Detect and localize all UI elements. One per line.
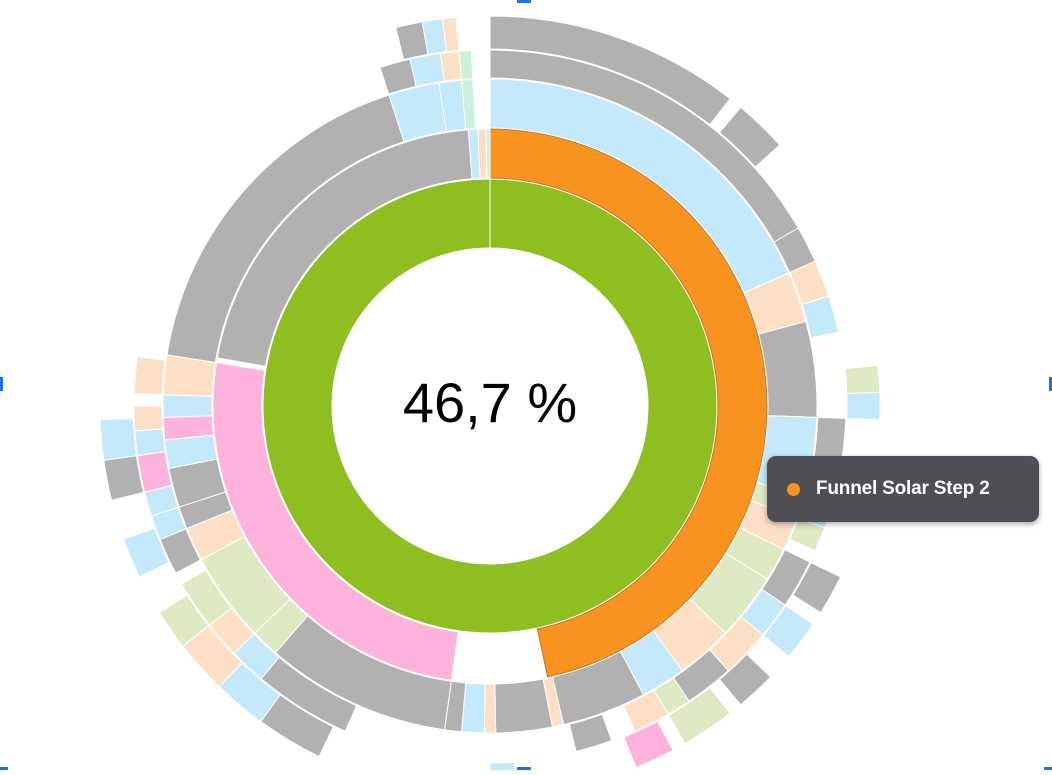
series-color-dot <box>787 483 800 496</box>
sunburst-ring5-segment-8[interactable] <box>623 720 674 769</box>
sunburst-ring4-segment-12[interactable] <box>622 689 669 732</box>
sunburst-ring3-segment-24[interactable] <box>162 394 213 418</box>
sunburst-segment-funnel-solar-step-2[interactable] <box>489 128 768 678</box>
sunburst-ring5-segment-6[interactable] <box>718 653 772 706</box>
sunburst-ring5-segment-9[interactable] <box>489 761 517 775</box>
sunburst-ring5-segment-19[interactable] <box>441 16 460 53</box>
sunburst-ring4-segment-27[interactable] <box>439 50 462 82</box>
sunburst-ring4-segment-26[interactable] <box>409 52 445 88</box>
sunburst-ring4-segment-17[interactable] <box>181 569 233 626</box>
sunburst-ring5-segment-13[interactable] <box>158 594 210 647</box>
sunburst-ring5-segment-4[interactable] <box>792 561 842 614</box>
sunburst-ring4-segment-23[interactable] <box>133 405 164 432</box>
sunburst-ring3-segment-29[interactable] <box>460 78 476 130</box>
sunburst-ring4-segment-22[interactable] <box>134 428 166 457</box>
sunburst-ring4-segment-13[interactable] <box>568 713 613 753</box>
resize-handle-right[interactable] <box>1049 377 1052 391</box>
sunburst-segment-pink[interactable] <box>212 362 459 681</box>
resize-handle-bottom[interactable] <box>517 767 531 770</box>
sunburst-segment-green[interactable] <box>262 178 718 634</box>
sunburst-ring5-segment-0[interactable] <box>489 15 731 126</box>
resize-handle-bottom-right[interactable] <box>1044 767 1052 770</box>
sunburst-ring4-segment-3[interactable] <box>801 295 839 339</box>
sunburst-arcs <box>99 15 881 775</box>
resize-handle-left[interactable] <box>0 377 3 391</box>
sunburst-ring4-segment-21[interactable] <box>136 451 173 493</box>
sunburst-ring4-segment-28[interactable] <box>458 49 474 80</box>
sunburst-ring5-segment-3[interactable] <box>846 391 881 421</box>
sunburst-ring4-segment-24[interactable] <box>133 355 166 396</box>
sunburst-ring5-segment-7[interactable] <box>667 686 731 745</box>
series-tooltip: Funnel Solar Step 2 <box>767 456 1039 522</box>
center-percentage-label: 46,7 % <box>403 371 577 434</box>
sunburst-ring5-segment-15[interactable] <box>103 455 145 501</box>
sunburst-segment-sliver[interactable] <box>477 128 488 179</box>
sunburst-ring5-segment-2[interactable] <box>844 364 881 395</box>
resize-handle-top[interactable] <box>517 0 531 3</box>
sunburst-segment-sliver[interactable] <box>485 128 491 179</box>
resize-handle-bottom-left[interactable] <box>0 767 8 770</box>
sunburst-ring5-segment-16[interactable] <box>99 417 138 461</box>
sunburst-ring3-segment-13[interactable] <box>483 683 497 734</box>
sunburst-ring5-segment-1[interactable] <box>718 106 781 168</box>
tooltip-series-label: Funnel Solar Step 2 <box>816 478 990 499</box>
sunburst-ring5-segment-5[interactable] <box>762 604 815 658</box>
sunburst-ring5-segment-14[interactable] <box>122 527 170 578</box>
sunburst-ring3-segment-12[interactable] <box>494 678 553 734</box>
